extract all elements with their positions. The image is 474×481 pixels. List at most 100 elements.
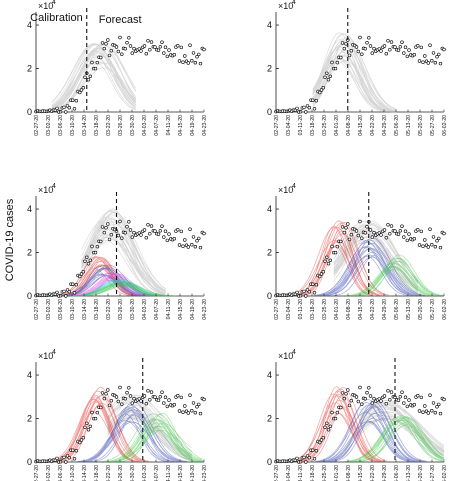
data-point	[312, 457, 317, 461]
data-point	[186, 245, 191, 249]
x-tick-label: 03-22-20	[106, 465, 112, 481]
data-point	[191, 401, 196, 405]
x-tick-label: 03-04-20	[286, 299, 292, 320]
data-point	[428, 43, 432, 47]
data-point	[64, 460, 68, 464]
ensemble-curve	[78, 421, 186, 462]
data-point	[109, 399, 114, 403]
data-point	[86, 428, 91, 432]
ensemble-curve	[81, 232, 166, 292]
data-point	[426, 411, 430, 415]
data-point	[156, 398, 161, 402]
ensemble-curve	[357, 268, 432, 296]
ensemble-curve	[77, 420, 174, 462]
data-point	[368, 228, 373, 232]
data-point	[333, 66, 338, 71]
data-point	[90, 410, 94, 415]
ensemble-curve	[65, 273, 137, 297]
data-point	[304, 110, 308, 114]
data-point	[165, 404, 170, 409]
data-point	[156, 48, 161, 52]
y-tick-label: 2	[267, 64, 272, 74]
data-point	[360, 402, 364, 406]
data-point	[165, 238, 170, 243]
observed-markers	[34, 385, 206, 464]
data-point	[146, 39, 150, 43]
data-point	[128, 44, 133, 48]
data-point	[421, 244, 425, 248]
data-point	[417, 409, 422, 413]
y-tick-label: 4	[267, 204, 272, 214]
data-point	[393, 229, 397, 233]
data-point	[107, 53, 112, 58]
x-tick-label: 03-10-20	[70, 115, 76, 136]
data-point	[417, 243, 422, 247]
data-point	[93, 250, 98, 255]
data-point	[137, 231, 142, 235]
data-point	[67, 290, 72, 294]
data-point	[318, 274, 322, 279]
x-tick-label: 04-08-20	[346, 465, 352, 481]
data-point	[172, 52, 177, 57]
data-point	[400, 390, 404, 394]
data-point	[195, 405, 199, 409]
data-point	[363, 231, 367, 235]
ensemble-curve	[312, 47, 397, 112]
data-point	[349, 48, 353, 53]
data-point	[340, 391, 345, 395]
ensemble-curve	[49, 396, 142, 462]
y-tick-label: 2	[27, 64, 32, 74]
x-tick-label: 03-18-20	[94, 299, 100, 320]
observed-markers	[274, 219, 446, 298]
x-tick-label: 05-27-20	[430, 299, 436, 320]
data-point	[367, 386, 371, 390]
ensemble-curve	[81, 211, 166, 292]
data-point	[153, 229, 157, 233]
ensemble-curve	[71, 276, 150, 297]
data-point	[167, 398, 171, 402]
ensemble-curve	[51, 44, 137, 103]
x-tick-label: 04-03-20	[142, 299, 148, 320]
data-point	[158, 229, 163, 233]
x-tick-label: 05-06-20	[394, 299, 400, 320]
data-point	[62, 455, 66, 460]
data-point	[319, 88, 324, 92]
ensemble-curve	[100, 413, 204, 462]
y-multiplier-label: ×10	[278, 185, 293, 195]
data-point	[358, 385, 362, 390]
data-point	[186, 61, 191, 65]
x-tick-label: 04-23-20	[202, 115, 208, 136]
y-tick-label: 2	[27, 414, 32, 424]
data-point	[102, 46, 107, 51]
data-point	[78, 90, 82, 95]
x-tick-label: 05-06-20	[394, 465, 400, 481]
data-point	[347, 237, 352, 242]
ensemble-curve	[70, 281, 169, 297]
data-point	[344, 42, 348, 46]
data-point	[127, 36, 131, 40]
ensemble-wave3	[67, 281, 178, 297]
x-tick-label: 03-25-20	[322, 465, 328, 481]
data-point	[132, 396, 136, 401]
data-point	[190, 243, 194, 247]
data-point	[88, 74, 93, 79]
data-point	[326, 262, 331, 266]
data-point	[379, 399, 383, 403]
ensemble-curve	[325, 256, 417, 296]
ensemble-curve	[51, 50, 136, 108]
data-point	[72, 291, 77, 295]
data-point	[197, 402, 201, 407]
y-axis-label: COVID-19 cases	[4, 198, 16, 281]
y-multiplier-label: ×10	[278, 1, 293, 11]
data-point	[333, 416, 338, 421]
ensemble-wave2	[77, 401, 188, 462]
data-point	[116, 233, 121, 238]
x-tick-label: 04-03-20	[142, 465, 148, 481]
x-tick-label: 05-13-20	[406, 299, 412, 320]
x-tick-label: 04-11-20	[166, 299, 172, 319]
x-tick-label: 04-29-20	[382, 115, 388, 136]
data-point	[197, 52, 201, 57]
data-point	[163, 229, 168, 233]
x-tick-label: 05-27-20	[430, 465, 436, 481]
